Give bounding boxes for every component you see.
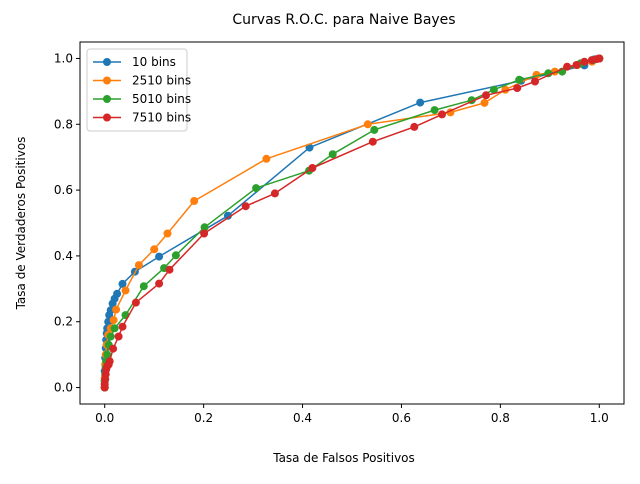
data-point bbox=[171, 251, 180, 260]
data-point bbox=[368, 137, 377, 146]
legend-label: 10 bins bbox=[132, 55, 176, 69]
legend-swatch-marker bbox=[103, 76, 111, 85]
data-point bbox=[563, 62, 572, 71]
data-point bbox=[595, 54, 604, 63]
chart-title: Curvas R.O.C. para Naive Bayes bbox=[232, 12, 455, 28]
x-tick-label: 0.2 bbox=[194, 411, 213, 425]
data-point bbox=[252, 184, 261, 193]
data-point bbox=[155, 279, 164, 288]
data-point bbox=[416, 98, 425, 107]
series-3 bbox=[100, 54, 604, 392]
plot-area bbox=[100, 54, 604, 392]
x-axis-label: Tasa de Falsos Positivos bbox=[272, 451, 415, 465]
y-tick-label: 0.6 bbox=[54, 183, 73, 197]
data-point bbox=[544, 69, 553, 78]
x-tick-label: 0.6 bbox=[392, 411, 411, 425]
data-point bbox=[515, 75, 524, 84]
data-point bbox=[118, 322, 127, 331]
legend-label: 5010 bins bbox=[132, 92, 191, 106]
y-axis-ticks: 0.0 0.2 0.4 0.6 0.8 1.0 bbox=[54, 51, 80, 395]
data-point bbox=[106, 332, 115, 341]
x-tick-label: 0.8 bbox=[491, 411, 510, 425]
legend-swatch-marker bbox=[103, 113, 111, 122]
legend-box bbox=[86, 48, 188, 132]
y-tick-label: 1.0 bbox=[54, 51, 73, 65]
legend-label: 7510 bins bbox=[132, 111, 191, 125]
y-tick-label: 0.0 bbox=[54, 381, 73, 395]
data-point bbox=[110, 324, 119, 333]
data-point bbox=[190, 197, 199, 205]
data-point bbox=[241, 202, 250, 211]
legend-item: 10 bins bbox=[93, 55, 176, 69]
y-tick-label: 0.8 bbox=[54, 117, 73, 131]
legend-item: 5010 bins bbox=[93, 92, 191, 106]
data-point bbox=[163, 229, 172, 238]
data-point bbox=[121, 286, 130, 295]
data-point bbox=[134, 261, 143, 270]
data-point bbox=[489, 85, 498, 94]
data-point bbox=[139, 282, 148, 291]
data-point bbox=[438, 110, 446, 119]
data-point bbox=[262, 154, 271, 163]
x-tick-label: 0.0 bbox=[95, 411, 114, 425]
data-point bbox=[480, 98, 489, 107]
data-point bbox=[105, 357, 114, 366]
data-point bbox=[103, 350, 112, 359]
data-point bbox=[150, 245, 159, 254]
data-point bbox=[328, 150, 337, 159]
data-point bbox=[308, 164, 317, 172]
y-axis-label: Tasa de Verdaderos Positivos bbox=[14, 137, 28, 311]
data-point bbox=[109, 316, 118, 325]
data-point bbox=[113, 289, 122, 298]
data-point bbox=[370, 125, 379, 134]
legend-item: 2510 bins bbox=[93, 74, 191, 88]
data-point bbox=[513, 84, 522, 93]
data-point bbox=[270, 189, 279, 198]
data-point bbox=[482, 91, 490, 100]
x-tick-label: 1.0 bbox=[590, 411, 609, 425]
legend-item: 7510 bins bbox=[93, 111, 191, 125]
x-tick-label: 0.4 bbox=[293, 411, 312, 425]
data-point bbox=[531, 77, 539, 86]
data-point bbox=[223, 211, 232, 220]
data-point bbox=[363, 120, 372, 129]
data-point bbox=[430, 106, 439, 115]
data-point bbox=[155, 252, 164, 261]
data-point bbox=[109, 344, 118, 353]
legend-label: 2510 bins bbox=[132, 74, 191, 88]
data-point bbox=[200, 223, 209, 232]
data-point bbox=[118, 279, 127, 288]
y-tick-label: 0.4 bbox=[54, 249, 73, 263]
y-tick-label: 0.2 bbox=[54, 315, 73, 329]
data-point bbox=[131, 298, 140, 307]
x-axis-ticks: 0.0 0.2 0.4 0.6 0.8 1.0 bbox=[95, 404, 609, 425]
legend: 10 bins 2510 bins 5010 bins 7510 bins bbox=[86, 48, 191, 132]
plot-frame bbox=[79, 41, 625, 405]
data-point bbox=[200, 229, 209, 238]
data-point bbox=[580, 57, 589, 66]
data-point bbox=[410, 122, 419, 131]
data-point bbox=[114, 332, 123, 341]
data-point bbox=[165, 265, 174, 274]
legend-swatch-marker bbox=[103, 95, 111, 103]
legend-swatch-marker bbox=[103, 58, 111, 66]
data-point bbox=[572, 61, 581, 69]
data-point bbox=[112, 305, 121, 314]
